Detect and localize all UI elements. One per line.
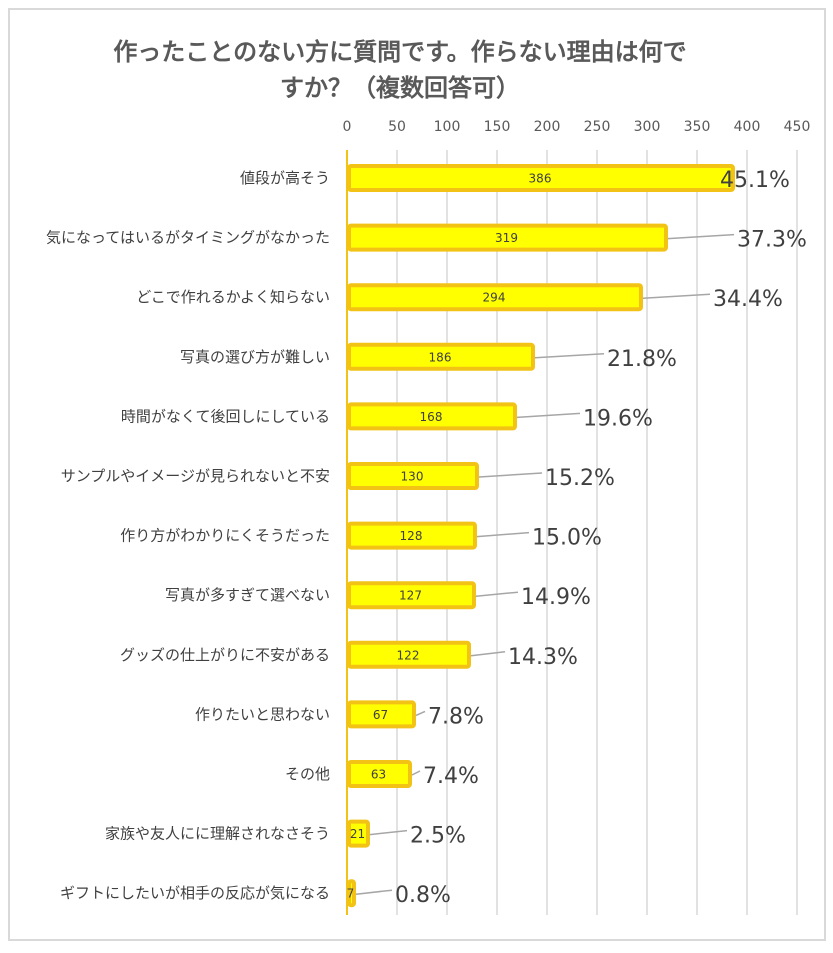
leader-line bbox=[369, 829, 408, 836]
title-line-1: 作ったことのない方に質問です。作らない理由は何で bbox=[113, 38, 687, 66]
bar-value-label: 67 bbox=[373, 708, 388, 722]
x-tick-label: 100 bbox=[434, 119, 461, 135]
bar bbox=[347, 581, 476, 610]
bar bbox=[347, 283, 643, 312]
percent-label: 7.8% bbox=[428, 704, 484, 729]
bar bbox=[347, 640, 471, 669]
x-tick-label: 200 bbox=[534, 119, 561, 135]
percent-label: 45.1% bbox=[720, 168, 790, 193]
bar-value-label: 130 bbox=[401, 470, 424, 484]
bar bbox=[347, 700, 416, 729]
leader-line bbox=[470, 651, 506, 657]
bar bbox=[347, 402, 517, 431]
bar-value-label: 386 bbox=[529, 172, 552, 186]
bar-value-label: 168 bbox=[420, 410, 443, 424]
bar-value-label: 21 bbox=[350, 827, 365, 841]
percent-label: 14.3% bbox=[508, 645, 578, 670]
category-label: その他 bbox=[285, 765, 330, 783]
percent-label: 15.0% bbox=[532, 526, 602, 551]
percent-label: 7.4% bbox=[423, 764, 479, 789]
chart-frame bbox=[8, 8, 826, 941]
category-label: 時間がなくて後回しにしている bbox=[121, 407, 330, 425]
category-label: 作り方がわかりにくそうだった bbox=[120, 527, 330, 545]
leader-line bbox=[516, 412, 581, 419]
category-label: サンプルやイメージが見られないと不安 bbox=[61, 467, 330, 485]
category-label: どこで作れるかよく知らない bbox=[136, 288, 330, 306]
bar-value-label: 63 bbox=[371, 768, 386, 782]
leader-line bbox=[667, 233, 735, 240]
category-label: 作りたいと思わない bbox=[195, 705, 330, 723]
percent-label: 0.8% bbox=[395, 883, 451, 908]
bar-value-label: 127 bbox=[399, 589, 422, 603]
category-label: グッズの仕上がりに不安がある bbox=[120, 646, 330, 664]
leader-line bbox=[411, 770, 421, 776]
bar bbox=[347, 164, 735, 192]
title-line-2: すか？（複数回答可） bbox=[280, 74, 520, 102]
category-label: 値段が高そう bbox=[240, 169, 330, 187]
x-tick-label: 450 bbox=[784, 119, 811, 135]
x-tick-label: 400 bbox=[734, 119, 761, 135]
bar-value-label: 294 bbox=[483, 291, 506, 305]
x-tick-label: 0 bbox=[343, 119, 352, 135]
bar-value-label: 122 bbox=[397, 648, 420, 662]
bar-value-label: 186 bbox=[429, 350, 452, 364]
category-label: 家族や友人にに理解されなさそう bbox=[105, 825, 330, 843]
percent-label: 19.6% bbox=[583, 406, 653, 431]
chart-title: 作ったことのない方に質問です。作らない理由は何で すか？（複数回答可） bbox=[40, 34, 760, 106]
bar bbox=[347, 760, 412, 788]
category-label: 写真の選び方が難しい bbox=[180, 348, 330, 366]
category-label: 写真が多すぎて選べない bbox=[165, 586, 330, 604]
percent-label: 37.3% bbox=[737, 228, 807, 253]
x-tick-label: 250 bbox=[584, 119, 611, 135]
bar bbox=[347, 462, 479, 490]
leader-line bbox=[475, 591, 519, 597]
percent-label: 21.8% bbox=[607, 347, 677, 372]
bar-value-label: 128 bbox=[400, 529, 423, 543]
leader-line bbox=[476, 531, 530, 538]
bar-value-label: 319 bbox=[495, 231, 518, 245]
percent-label: 14.9% bbox=[521, 585, 591, 610]
category-label: ギフトにしたいが相手の反応が気になる bbox=[60, 884, 330, 902]
leader-line bbox=[478, 472, 543, 478]
bar-value-label: 7 bbox=[347, 887, 355, 901]
percent-label: 15.2% bbox=[545, 466, 615, 491]
bar bbox=[347, 223, 668, 252]
leader-line bbox=[534, 353, 605, 359]
leader-line bbox=[355, 889, 393, 895]
bar bbox=[347, 879, 356, 908]
percent-label: 2.5% bbox=[410, 824, 466, 849]
x-tick-label: 50 bbox=[388, 119, 406, 135]
x-tick-label: 150 bbox=[484, 119, 511, 135]
x-tick-label: 300 bbox=[634, 119, 661, 135]
leader-line bbox=[642, 293, 711, 299]
bar bbox=[347, 342, 535, 371]
category-label: 気になってはいるがタイミングがなかった bbox=[46, 229, 330, 247]
x-tick-label: 350 bbox=[684, 119, 711, 135]
percent-label: 34.4% bbox=[713, 287, 783, 312]
leader-line bbox=[415, 710, 426, 717]
bar bbox=[347, 521, 477, 550]
bar bbox=[347, 819, 370, 848]
